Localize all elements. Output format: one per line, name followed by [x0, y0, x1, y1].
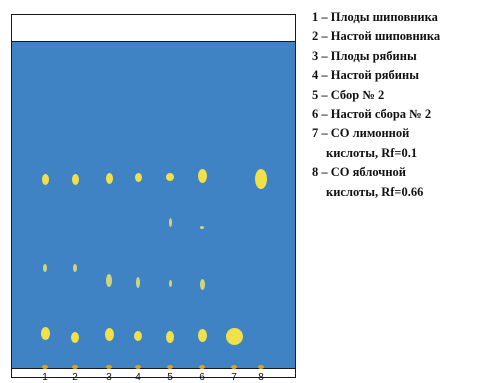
legend: 1 – Плоды шиповника 2 – Настой шиповника 3…	[312, 8, 478, 202]
legend-line: 8 – СО яблочной	[312, 165, 406, 180]
spot-lane-5	[168, 217, 172, 227]
legend-line: 1 – Плоды шиповника	[312, 10, 438, 24]
spot-lane-7	[225, 327, 243, 345]
lane-number-2: 2	[72, 372, 78, 383]
legend-item-2: 2 – Настой шиповника	[312, 27, 478, 46]
lane-number-3: 3	[106, 372, 112, 383]
lane-number-8: 8	[258, 372, 264, 383]
legend-line: 4 – Настой рябины	[312, 68, 419, 83]
spot-lane-3	[106, 273, 112, 287]
spot-lane-6	[197, 169, 207, 183]
spot-lane-1	[41, 173, 49, 185]
spot-lane-2	[71, 331, 79, 343]
tlc-gel	[12, 41, 295, 369]
start-mark-lane-2	[72, 365, 78, 369]
legend-item-3: 3 – Плоды рябины	[312, 47, 478, 66]
lane-number-7: 7	[231, 372, 237, 383]
spot-lane-4	[134, 331, 142, 341]
spot-lane-2	[71, 173, 79, 185]
legend-line: 7 – СО лимонной	[312, 126, 410, 141]
spot-lane-6	[199, 278, 205, 290]
start-mark-lane-4	[135, 365, 141, 369]
lane-number-6: 6	[199, 372, 205, 383]
spot-lane-1	[40, 326, 50, 340]
lane-number-1: 1	[42, 372, 48, 383]
start-mark-lane-3	[106, 365, 112, 369]
spot-lane-8	[255, 169, 267, 189]
spot-lane-5	[168, 279, 172, 287]
tlc-plate: 1 2 3 4 5 6 7 8	[11, 14, 296, 383]
spot-lane-4	[134, 172, 142, 182]
legend-item-4: 4 – Настой рябины	[312, 66, 478, 85]
spot-lane-3	[105, 172, 113, 184]
legend-item-8: 8 – СО яблочной кислоты, Rf=0.66	[312, 163, 478, 202]
start-mark-lane-8	[258, 365, 264, 369]
lane-number-4: 4	[135, 372, 141, 383]
spot-lane-1	[43, 264, 47, 272]
legend-line: 2 – Настой шиповника	[312, 29, 441, 44]
spot-lane-6	[197, 328, 207, 342]
spot-lane-4	[136, 276, 140, 288]
start-mark-lane-5	[167, 365, 173, 369]
start-mark-lane-7	[231, 365, 237, 369]
legend-item-1: 1 – Плоды шиповника	[312, 8, 478, 27]
legend-line: 3 – Плоды рябины	[312, 48, 417, 63]
spot-lane-6	[200, 225, 204, 229]
legend-item-6: 6 – Настой сбора № 2	[312, 105, 478, 124]
spot-lane-5	[166, 331, 174, 343]
lane-number-5: 5	[167, 372, 173, 383]
legend-item-5: 5 – Сбор № 2	[312, 86, 478, 105]
spot-lane-5	[166, 173, 174, 181]
start-mark-lane-6	[199, 365, 205, 369]
start-mark-lane-1	[42, 365, 48, 369]
spot-lane-3	[104, 327, 114, 341]
legend-line: кислоты, Rf=0.66	[326, 184, 424, 199]
legend-item-7: 7 – СО лимонной кислоты, Rf=0.1	[312, 124, 478, 163]
legend-line: 5 – Сбор № 2	[312, 87, 385, 102]
spot-lane-2	[73, 264, 77, 272]
legend-line: кислоты, Rf=0.1	[326, 145, 418, 160]
legend-line: 6 – Настой сбора № 2	[312, 107, 432, 122]
